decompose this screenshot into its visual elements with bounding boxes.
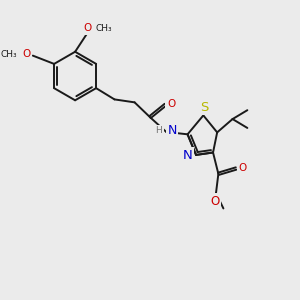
Text: S: S <box>200 100 209 114</box>
Text: CH₃: CH₃ <box>0 50 17 58</box>
Text: CH₃: CH₃ <box>95 24 112 33</box>
Text: O: O <box>238 163 247 173</box>
Text: O: O <box>210 195 219 208</box>
Text: H: H <box>155 126 162 135</box>
Text: O: O <box>22 49 30 59</box>
Text: O: O <box>83 23 92 33</box>
Text: N: N <box>167 124 177 137</box>
Text: O: O <box>167 99 176 109</box>
Text: N: N <box>183 149 193 162</box>
